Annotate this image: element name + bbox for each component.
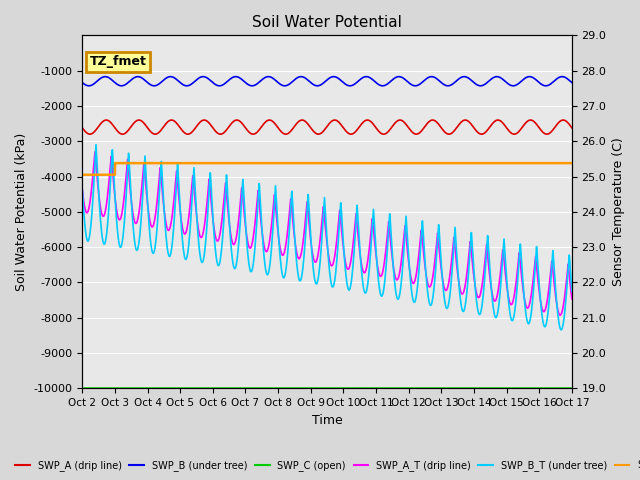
Y-axis label: Soil Water Potential (kPa): Soil Water Potential (kPa) — [15, 132, 28, 291]
X-axis label: Time: Time — [312, 414, 342, 427]
Y-axis label: Sensor Temperature (C): Sensor Temperature (C) — [612, 137, 625, 286]
Title: Soil Water Potential: Soil Water Potential — [252, 15, 402, 30]
Text: TZ_fmet: TZ_fmet — [90, 55, 147, 68]
Legend: SWP_A (drip line), SWP_B (under tree), SWP_C (open), SWP_A_T (drip line), SWP_B_: SWP_A (drip line), SWP_B (under tree), S… — [12, 456, 640, 475]
